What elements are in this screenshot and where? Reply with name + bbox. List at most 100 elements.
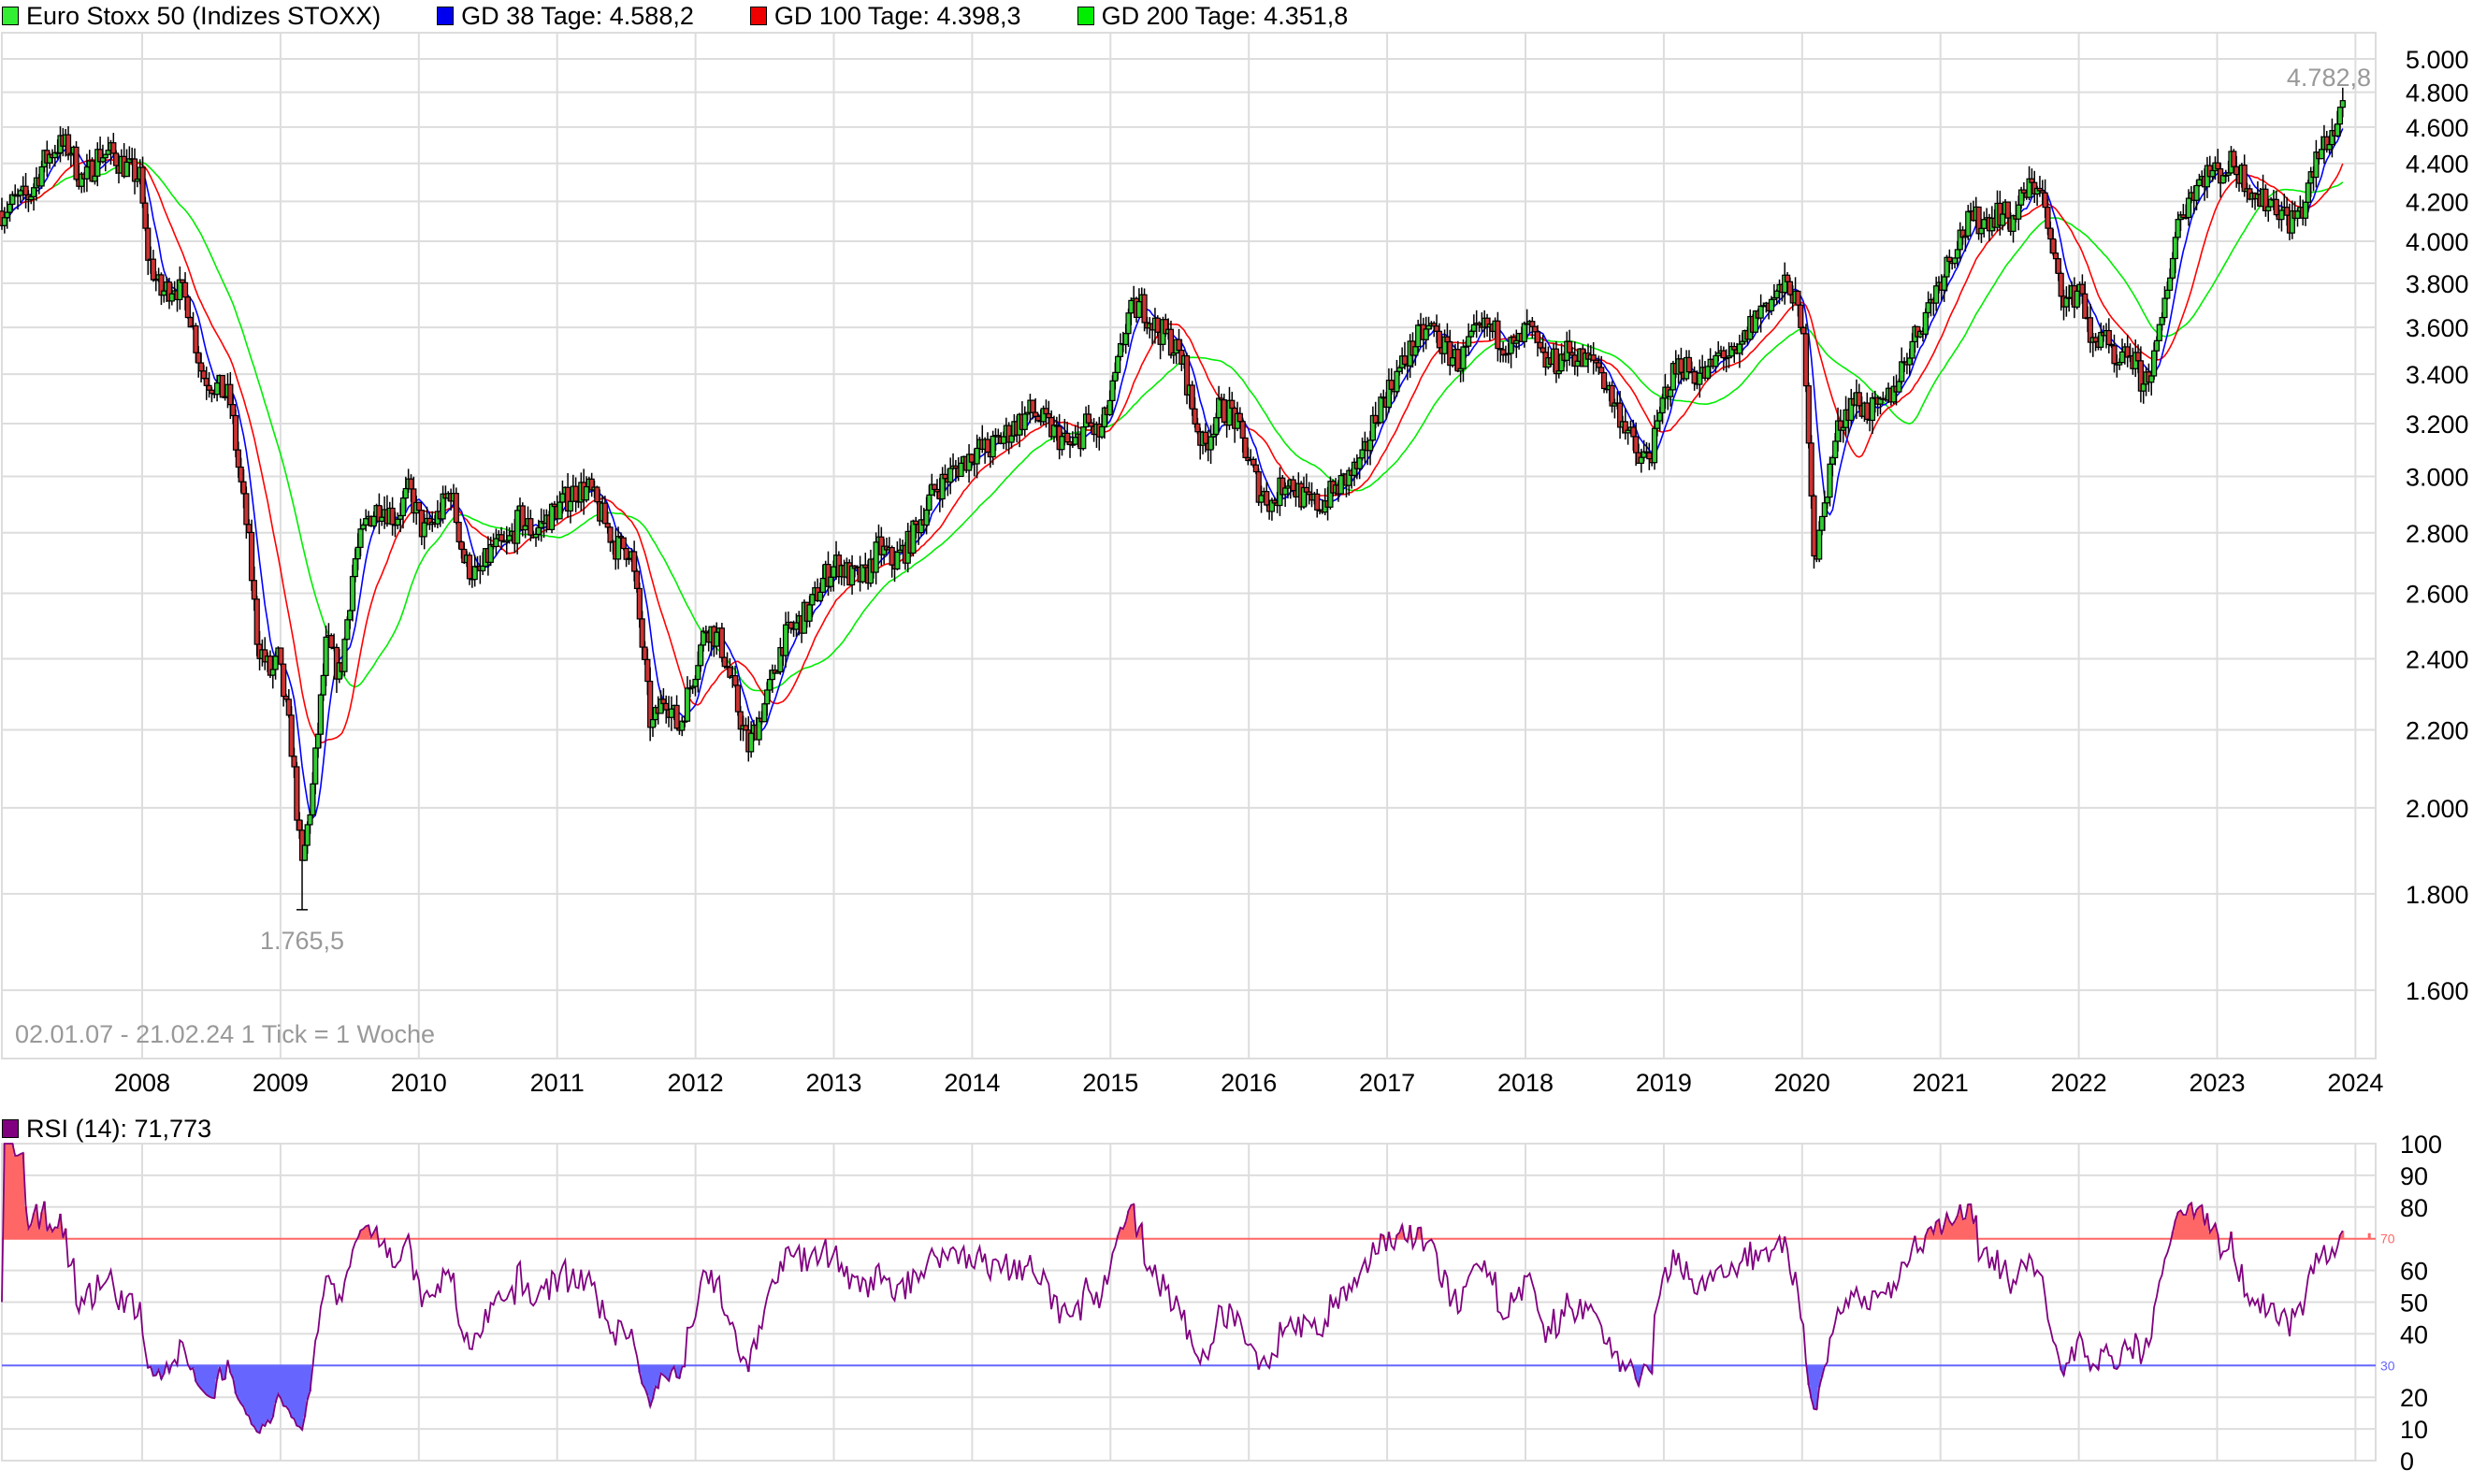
candle-down	[660, 699, 667, 705]
candle-up	[370, 515, 377, 527]
candle-down	[1242, 437, 1249, 458]
candle-down	[968, 454, 976, 463]
candle-up	[1080, 425, 1087, 450]
candle-down	[1167, 328, 1175, 356]
candle-up	[2175, 219, 2181, 238]
candle-up	[1000, 436, 1007, 444]
candle-down	[251, 580, 257, 600]
candle-up	[1933, 285, 1940, 304]
y-axis-label: 4.800	[2406, 79, 2469, 108]
x-axis-label: 2022	[2051, 1069, 2107, 1097]
candle-up	[1125, 312, 1132, 335]
candle-down	[1192, 408, 1198, 425]
candle-down	[731, 675, 739, 686]
candle-down	[607, 526, 614, 543]
candle-up	[1099, 425, 1106, 438]
candle-down	[1598, 367, 1605, 374]
candle-up	[1396, 367, 1403, 372]
legend-swatch-rsi	[2, 1119, 19, 1138]
candle-up	[1521, 323, 1527, 342]
candle-up	[1827, 463, 1833, 498]
y-axis-label: 4.200	[2406, 188, 2469, 216]
candle-up	[559, 493, 566, 503]
candle-down	[889, 547, 895, 566]
candle-down	[1600, 372, 1608, 390]
candle-down	[1802, 333, 1810, 387]
candle-up	[344, 619, 351, 641]
candle-down	[633, 570, 641, 590]
candle-up	[2000, 213, 2006, 226]
candle-down	[1691, 371, 1698, 384]
candle-up	[2169, 257, 2176, 279]
candle-down	[230, 404, 237, 417]
x-axis-label: 2013	[805, 1069, 861, 1097]
candle-up	[2302, 201, 2309, 219]
candle-up	[557, 501, 563, 520]
candle-up	[873, 541, 879, 573]
candle-down	[2284, 207, 2291, 216]
candle-up	[7, 203, 13, 213]
candle-down	[1805, 385, 1812, 444]
candle-down	[184, 296, 191, 319]
y-axis-label: 1.800	[2406, 881, 2469, 909]
candle-up	[1207, 436, 1214, 451]
candle-down	[1189, 384, 1195, 410]
candle-up	[506, 535, 513, 541]
candle-up	[341, 639, 348, 672]
legend-rsi-label: RSI (14): 71,773	[26, 1114, 212, 1143]
candle-down	[1436, 330, 1443, 349]
rsi-axis-label: 60	[2400, 1258, 2428, 1286]
candle-up	[649, 718, 657, 728]
candle-down	[932, 483, 938, 491]
candle-up	[304, 824, 311, 846]
candle-down	[2079, 283, 2086, 295]
candle-up	[817, 591, 824, 602]
rsi-axis-label: 40	[2400, 1320, 2428, 1348]
candle-up	[1704, 366, 1711, 379]
candle-up	[1450, 357, 1456, 367]
rsi-axis-label: 100	[2400, 1131, 2442, 1159]
candle-up	[514, 510, 521, 544]
candle-up	[2185, 197, 2192, 219]
candle-up	[695, 665, 701, 681]
candle-up	[357, 528, 364, 548]
rsi-axis-label: 10	[2400, 1416, 2428, 1444]
candle-up	[1008, 435, 1015, 443]
candle-down	[1043, 408, 1049, 415]
legend-swatch-gd100	[749, 7, 767, 25]
candle-up	[1282, 487, 1289, 496]
candle-down	[1046, 412, 1052, 419]
candle-up	[92, 175, 98, 182]
x-axis-label: 2012	[668, 1069, 724, 1097]
candle-up	[1654, 420, 1660, 429]
candle-up	[2339, 100, 2346, 108]
candle-down	[294, 766, 300, 821]
candle-down	[235, 449, 241, 468]
candle-down	[288, 714, 295, 757]
candle-down	[181, 281, 189, 298]
candle-down	[278, 647, 284, 665]
date-range-label: 02.01.07 - 21.02.24 1 Tick = 1 Woche	[15, 1020, 435, 1048]
candle-up	[1, 217, 7, 226]
candle-up	[806, 604, 813, 622]
candle-up	[2196, 179, 2203, 187]
candle-up	[2172, 237, 2178, 260]
candle-up	[894, 551, 901, 570]
candle-up	[1697, 372, 1703, 385]
candle-up	[2305, 182, 2311, 203]
candle-down	[1314, 493, 1321, 511]
candle-up	[30, 187, 37, 197]
candle-up	[1981, 219, 1988, 229]
candle-down	[2105, 329, 2112, 346]
candle-down	[721, 656, 728, 668]
candle-up	[2118, 351, 2126, 364]
candle-down	[639, 618, 645, 648]
candle-up	[764, 689, 771, 705]
candle-down	[1800, 326, 1807, 335]
candle-down	[203, 378, 210, 386]
candles	[0, 87, 2346, 910]
candle-down	[113, 152, 120, 166]
candle-up	[2278, 209, 2285, 221]
candle-down	[1303, 486, 1309, 493]
candle-down	[601, 502, 608, 525]
